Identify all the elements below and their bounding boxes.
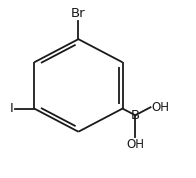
- Text: OH: OH: [152, 101, 170, 114]
- Text: Br: Br: [71, 7, 86, 20]
- Text: OH: OH: [126, 137, 144, 151]
- Text: B: B: [131, 109, 140, 122]
- Text: I: I: [10, 102, 14, 115]
